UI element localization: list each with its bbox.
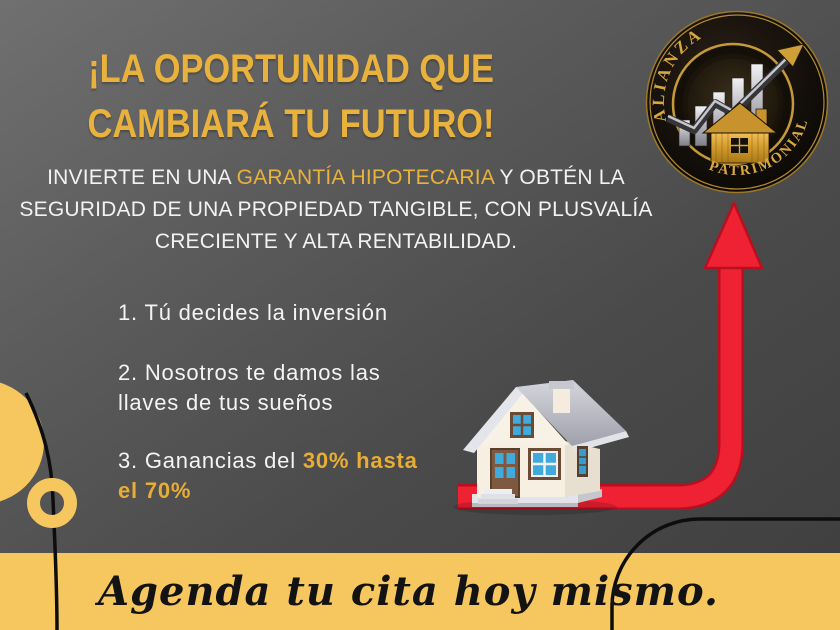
logo-trend-arrow-icon — [666, 43, 805, 134]
house-illustration — [453, 380, 629, 515]
intro-line2: SEGURIDAD DE UNA PROPIEDAD TANGIBLE, CON… — [19, 198, 653, 221]
benefit-item-2: 2. Nosotros te damos las llaves de tus s… — [118, 360, 381, 415]
decor-ring — [27, 478, 77, 528]
bottom-band — [0, 553, 840, 630]
cta-script-text: Agenda tu cita hoy mismo. — [98, 568, 719, 615]
headline-line1: ¡LA OPORTUNIDAD QUE — [88, 47, 494, 91]
growth-arrow — [458, 201, 764, 510]
intro-line3: CRECIENTE Y ALTA RENTABILIDAD. — [154, 230, 518, 253]
headline-line2: CAMBIARÁ TU FUTURO! — [87, 102, 495, 146]
benefits-list: 1. Tú decides la inversión 2. Nosotros t… — [118, 298, 478, 536]
intro-highlight: GARANTÍA HIPOTECARIA — [236, 166, 494, 189]
intro-text: INVIERTE EN UNA GARANTÍA HIPOTECARIA Y O… — [0, 162, 672, 258]
decor-line-left — [24, 392, 59, 630]
intro-line1: INVIERTE EN UNA GARANTÍA HIPOTECARIA Y O… — [47, 166, 625, 189]
logo-house-icon — [701, 102, 779, 164]
benefit-item-1: 1. Tú decides la inversión — [118, 300, 388, 325]
decor-line-corner — [610, 517, 840, 630]
benefit-item-3: 3. Ganancias del 30% hasta el 70% — [118, 448, 418, 503]
headline: ¡LA OPORTUNIDAD QUE CAMBIARÁ TU FUTURO! — [48, 42, 535, 152]
logo-badge: ALIANZA PATRIMONIAL — [645, 10, 829, 194]
